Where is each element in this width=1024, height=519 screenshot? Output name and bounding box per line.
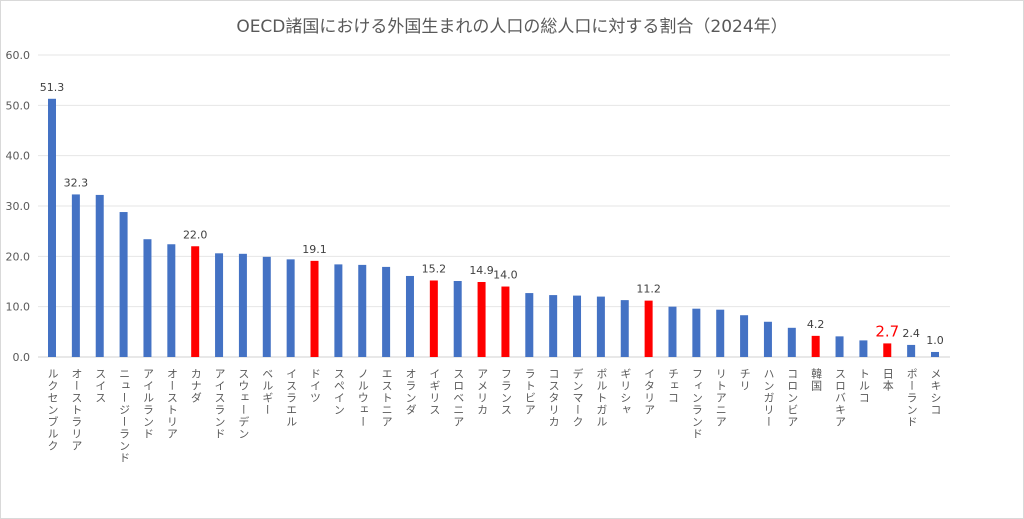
data-label: 4.2 <box>807 318 825 331</box>
bar <box>596 296 605 357</box>
y-tick-label: 20.0 <box>6 250 31 263</box>
x-tick-label: コスタリカ <box>547 368 561 428</box>
x-tick-label: ポーランド <box>905 368 919 428</box>
bar <box>573 295 582 357</box>
x-tick-label: イタリア <box>642 368 656 416</box>
x-tick-label: ベルギー <box>260 368 274 416</box>
y-tick-label: 0.0 <box>13 351 31 364</box>
data-label: 14.9 <box>469 264 494 277</box>
bar <box>119 212 128 357</box>
data-label: 11.2 <box>636 283 661 296</box>
data-label: 19.1 <box>302 243 327 256</box>
bar <box>501 286 510 357</box>
bar <box>549 295 558 357</box>
data-label: 32.3 <box>64 176 89 189</box>
bar <box>477 282 486 357</box>
x-tick-label: スウェーデン <box>236 368 250 440</box>
bar <box>907 344 916 357</box>
x-tick-label: スロベニア <box>451 368 465 428</box>
x-tick-label: ラトビア <box>523 368 537 416</box>
bar <box>262 256 271 357</box>
data-label: 2.7 <box>875 322 899 340</box>
bar <box>835 336 844 357</box>
x-tick-label: メキシコ <box>929 368 942 416</box>
x-tick-label: コロンビア <box>785 368 799 428</box>
bar <box>883 343 892 357</box>
chart-title: OECD諸国における外国生まれの人口の総人口に対する割合（2024年） <box>236 17 788 37</box>
bar <box>358 264 367 357</box>
bar <box>286 259 295 357</box>
x-tick-label: ギリシャ <box>618 368 632 416</box>
x-tick-label: イギリス <box>427 368 441 416</box>
x-tick-label: ノルウェー <box>356 368 370 428</box>
bar <box>215 253 224 357</box>
bar <box>668 306 677 357</box>
x-tick-label: カナダ <box>189 368 203 404</box>
y-tick-label: 40.0 <box>6 150 31 163</box>
bar <box>382 266 391 357</box>
x-tick-label: イスラエル <box>284 368 298 428</box>
x-tick-label: フィンランド <box>690 368 704 440</box>
bar <box>48 98 56 357</box>
bar <box>453 280 462 357</box>
bar <box>191 246 200 357</box>
x-tick-label: 韓国 <box>809 368 823 392</box>
x-tick-label: アイスランド <box>213 368 227 440</box>
y-tick-label: 60.0 <box>6 49 31 62</box>
x-tick-label: チリ <box>738 368 752 392</box>
bar <box>405 275 414 357</box>
x-tick-label: リトアニア <box>714 368 728 428</box>
x-tick-label: ハンガリー <box>761 368 775 428</box>
data-label: 15.2 <box>422 262 447 275</box>
bar <box>716 309 725 357</box>
bar <box>763 321 772 357</box>
data-label: 1.0 <box>926 334 944 347</box>
x-tick-label: ニュージーランド <box>117 368 131 464</box>
bar <box>95 194 104 357</box>
x-tick-label: スイス <box>93 368 107 404</box>
data-label: 51.3 <box>40 81 65 94</box>
x-tick-label: トルコ <box>857 368 871 404</box>
data-label: 2.4 <box>902 327 920 340</box>
bar <box>429 280 438 357</box>
bar <box>787 327 796 357</box>
x-tick-label: オーストリア <box>165 368 179 440</box>
bar <box>71 194 80 357</box>
x-tick-label: スロバキア <box>833 368 847 428</box>
bar <box>859 340 868 357</box>
x-tick-label: チェコ <box>666 368 680 404</box>
x-tick-label: デンマーク <box>571 368 585 428</box>
bar <box>310 260 319 357</box>
x-tick-label: ドイツ <box>308 368 322 404</box>
x-tick-label: オランダ <box>403 368 417 416</box>
x-tick-label: アイルランド <box>141 368 155 440</box>
bar <box>525 293 534 357</box>
bar <box>811 335 820 357</box>
bar <box>931 351 939 357</box>
bar <box>238 253 247 357</box>
bar <box>740 315 749 357</box>
bar <box>167 244 176 357</box>
data-label: 22.0 <box>183 228 208 241</box>
x-tick-label: アメリカ <box>475 368 489 416</box>
x-tick-label: ポルトガル <box>594 368 608 428</box>
bar <box>620 300 629 357</box>
x-tick-label: ルクセンブルク <box>46 368 59 452</box>
y-tick-label: 30.0 <box>6 200 31 213</box>
x-tick-label: オーストラリア <box>69 368 83 452</box>
x-tick-label: 日本 <box>881 368 895 392</box>
y-tick-label: 10.0 <box>6 301 31 314</box>
bar <box>143 239 152 357</box>
bar <box>334 264 343 357</box>
x-tick-label: スペイン <box>332 368 346 416</box>
y-tick-label: 50.0 <box>6 99 31 112</box>
x-tick-label: フランス <box>499 368 513 416</box>
data-label: 14.0 <box>493 269 518 282</box>
bar <box>692 308 701 357</box>
bar <box>644 300 653 357</box>
x-tick-label: エストニア <box>380 368 394 428</box>
